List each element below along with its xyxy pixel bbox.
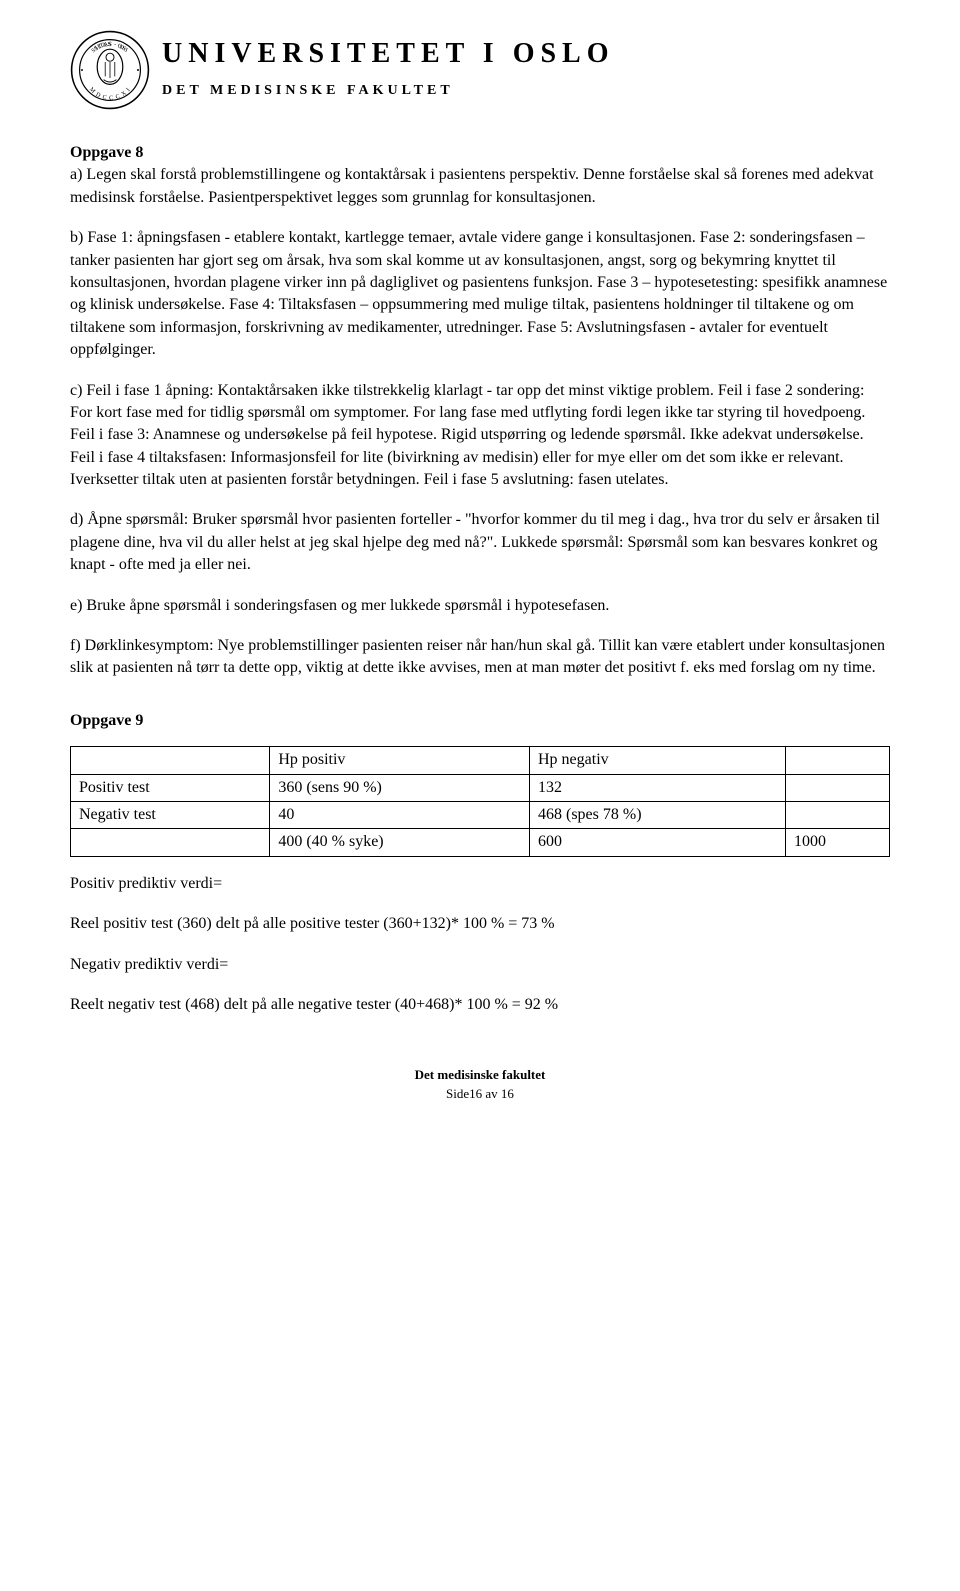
oppgave8-a: a) Legen skal forstå problemstillingene … [70, 164, 890, 209]
table-cell [71, 747, 270, 774]
table-cell: Hp negativ [530, 747, 786, 774]
table-row: Positiv test 360 (sens 90 %) 132 [71, 774, 890, 801]
table-row: Negativ test 40 468 (spes 78 %) [71, 801, 890, 828]
ppv-label: Positiv prediktiv verdi= [70, 873, 890, 895]
table-cell: 468 (spes 78 %) [530, 801, 786, 828]
ppv-calc: Reel positiv test (360) delt på alle pos… [70, 913, 890, 935]
seal-svg: SITAS · OS SITAS · OS M D C C C X I [70, 30, 150, 110]
table-cell: 400 (40 % syke) [270, 829, 530, 856]
oppgave8-e: e) Bruke åpne spørsmål i sonderingsfasen… [70, 595, 890, 617]
table-cell: 40 [270, 801, 530, 828]
table-cell [785, 747, 889, 774]
table-cell: Hp positiv [270, 747, 530, 774]
oppgave8-c: c) Feil i fase 1 åpning: Kontaktårsaken … [70, 380, 890, 492]
footer-page-number: Side16 av 16 [70, 1085, 890, 1103]
svg-text:SITAS · OS: SITAS · OS [91, 42, 130, 54]
svg-text:M D C C C X I: M D C C C X I [88, 87, 132, 102]
oppgave8-f: f) Dørklinkesymptom: Nye problemstilling… [70, 635, 890, 680]
oppgave9-title: Oppgave 9 [70, 710, 890, 732]
table-cell [785, 801, 889, 828]
table-cell [71, 829, 270, 856]
table-cell: Positiv test [71, 774, 270, 801]
npv-calc: Reelt negativ test (468) delt på alle ne… [70, 994, 890, 1016]
document-header: SITAS · OS SITAS · OS M D C C C X I UNIV… [70, 30, 890, 110]
table-cell: Negativ test [71, 801, 270, 828]
footer-faculty: Det medisinske fakultet [70, 1066, 890, 1084]
table-cell: 600 [530, 829, 786, 856]
table-row: Hp positiv Hp negativ [71, 747, 890, 774]
table-cell: 132 [530, 774, 786, 801]
table-cell: 360 (sens 90 %) [270, 774, 530, 801]
university-seal-icon: SITAS · OS SITAS · OS M D C C C X I [70, 30, 150, 110]
header-text-block: UNIVERSITETET I OSLO DET MEDISINSKE FAKU… [162, 30, 615, 101]
faculty-name: DET MEDISINSKE FAKULTET [162, 81, 615, 101]
page-footer: Det medisinske fakultet Side16 av 16 [70, 1066, 890, 1102]
oppgave8-b: b) Fase 1: åpningsfasen - etablere konta… [70, 227, 890, 361]
table-row: 400 (40 % syke) 600 1000 [71, 829, 890, 856]
npv-label: Negativ prediktiv verdi= [70, 954, 890, 976]
table-cell: 1000 [785, 829, 889, 856]
oppgave8-title: Oppgave 8 [70, 142, 890, 164]
oppgave-8: Oppgave 8 a) Legen skal forstå problemst… [70, 142, 890, 680]
oppgave8-d: d) Åpne spørsmål: Bruker spørsmål hvor p… [70, 509, 890, 576]
contingency-table: Hp positiv Hp negativ Positiv test 360 (… [70, 746, 890, 857]
table-cell [785, 774, 889, 801]
oppgave-9: Oppgave 9 Hp positiv Hp negativ Positiv … [70, 710, 890, 1017]
university-name: UNIVERSITETET I OSLO [162, 34, 615, 73]
